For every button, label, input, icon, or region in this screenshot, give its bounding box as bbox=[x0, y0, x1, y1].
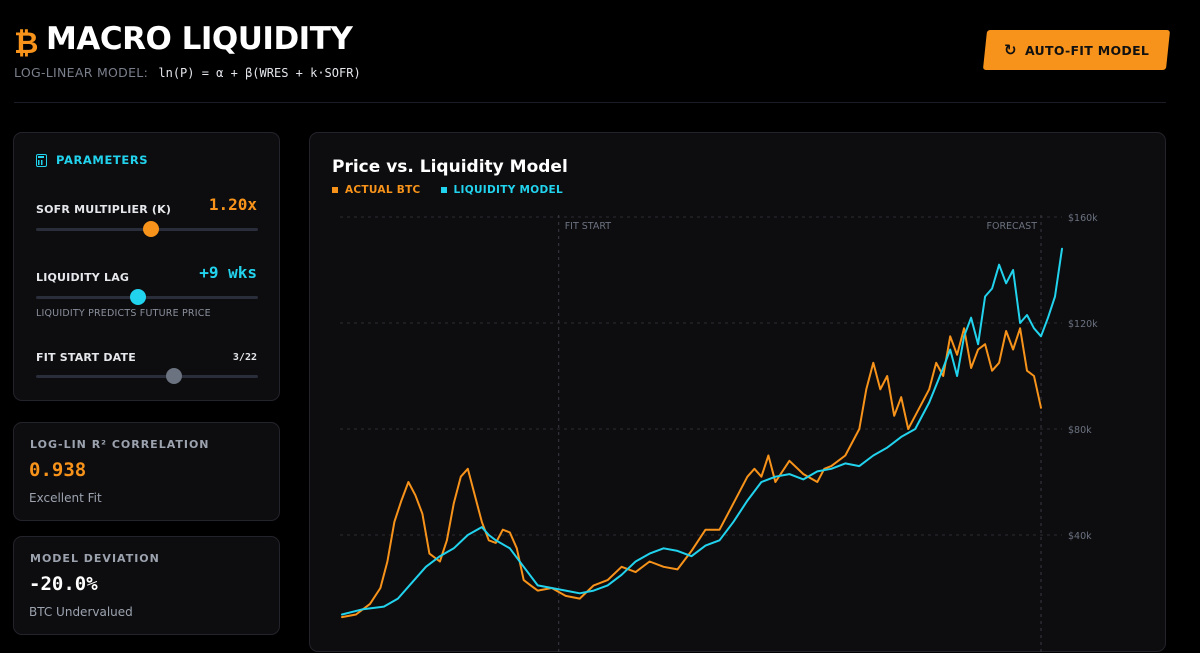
chart-legend: ACTUAL BTC LIQUIDITY MODEL bbox=[332, 184, 563, 196]
annotation-label: FIT START bbox=[565, 221, 612, 232]
series-line-liquidity-model bbox=[341, 247, 1063, 616]
liquidity-lag-value: +9 wks bbox=[199, 263, 257, 282]
liquidity-lag-slider[interactable] bbox=[36, 289, 258, 305]
fit-start-label: FIT START DATE bbox=[36, 351, 136, 364]
refresh-icon: ↻ bbox=[1003, 41, 1017, 59]
legend-swatch-model bbox=[440, 187, 447, 193]
price-liquidity-chart[interactable]: $40k $80k $120k $160k FIT START FORECAST bbox=[310, 133, 1167, 653]
deviation-note: BTC Undervalued bbox=[29, 605, 133, 619]
legend-item-model: LIQUIDITY MODEL bbox=[440, 184, 564, 196]
r2-note: Excellent Fit bbox=[29, 491, 102, 505]
liquidity-lag-note: LIQUIDITY PREDICTS FUTURE PRICE bbox=[36, 308, 211, 319]
y-tick-label: $40k bbox=[1068, 531, 1092, 542]
legend-item-btc: ACTUAL BTC bbox=[332, 184, 421, 196]
annotation-label: FORECAST bbox=[987, 221, 1038, 232]
model-deviation-card: MODEL DEVIATION -20.0% BTC Undervalued bbox=[13, 536, 280, 635]
legend-label-btc: ACTUAL BTC bbox=[345, 184, 421, 196]
chart-title: Price vs. Liquidity Model bbox=[332, 157, 568, 177]
model-subtitle: LOG-LINEAR MODEL: ln(P) = α + β(WRES + k… bbox=[14, 65, 361, 80]
parameters-heading: PARAMETERS bbox=[36, 153, 148, 167]
legend-label-model: LIQUIDITY MODEL bbox=[453, 184, 564, 196]
parameters-panel: PARAMETERS SOFR MULTIPLIER (K) 1.20x LIQ… bbox=[13, 132, 280, 401]
y-tick-label: $80k bbox=[1068, 425, 1092, 436]
fit-start-slider[interactable] bbox=[36, 368, 258, 384]
chart-panel: Price vs. Liquidity Model ACTUAL BTC LIQ… bbox=[309, 132, 1167, 653]
r2-label: LOG-LIN R² CORRELATION bbox=[30, 438, 210, 451]
r2-value: 0.938 bbox=[29, 459, 87, 481]
app-header: ₿ MACRO LIQUIDITY LOG-LINEAR MODEL: ln(P… bbox=[14, 18, 1166, 103]
auto-fit-label: AUTO-FIT MODEL bbox=[1024, 42, 1150, 58]
subtitle-label: LOG-LINEAR MODEL: bbox=[14, 65, 149, 80]
y-tick-label: $160k bbox=[1068, 213, 1098, 224]
series-line-actual-btc bbox=[341, 327, 1042, 619]
y-tick-label: $120k bbox=[1068, 319, 1098, 330]
sofr-multiplier-slider[interactable] bbox=[36, 221, 258, 237]
deviation-label: MODEL DEVIATION bbox=[30, 552, 160, 565]
sofr-multiplier-label: SOFR MULTIPLIER (K) bbox=[36, 203, 172, 216]
parameters-title: PARAMETERS bbox=[56, 153, 149, 167]
sofr-multiplier-value: 1.20x bbox=[208, 195, 257, 214]
deviation-value: -20.0% bbox=[29, 573, 98, 595]
sofr-slider-thumb[interactable] bbox=[143, 221, 160, 237]
model-formula: ln(P) = α + β(WRES + k·SOFR) bbox=[158, 66, 361, 80]
liquidity-lag-label: LIQUIDITY LAG bbox=[36, 271, 130, 284]
fit-slider-thumb[interactable] bbox=[165, 368, 182, 384]
app-title: MACRO LIQUIDITY bbox=[46, 21, 353, 57]
fit-start-value: 3/22 bbox=[232, 352, 257, 363]
r2-correlation-card: LOG-LIN R² CORRELATION 0.938 Excellent F… bbox=[13, 422, 280, 521]
calculator-icon bbox=[36, 153, 47, 167]
legend-swatch-btc bbox=[332, 187, 338, 193]
auto-fit-model-button[interactable]: ↻ AUTO-FIT MODEL bbox=[982, 30, 1171, 70]
bitcoin-icon: ₿ bbox=[14, 26, 39, 61]
lag-slider-thumb[interactable] bbox=[130, 289, 147, 305]
